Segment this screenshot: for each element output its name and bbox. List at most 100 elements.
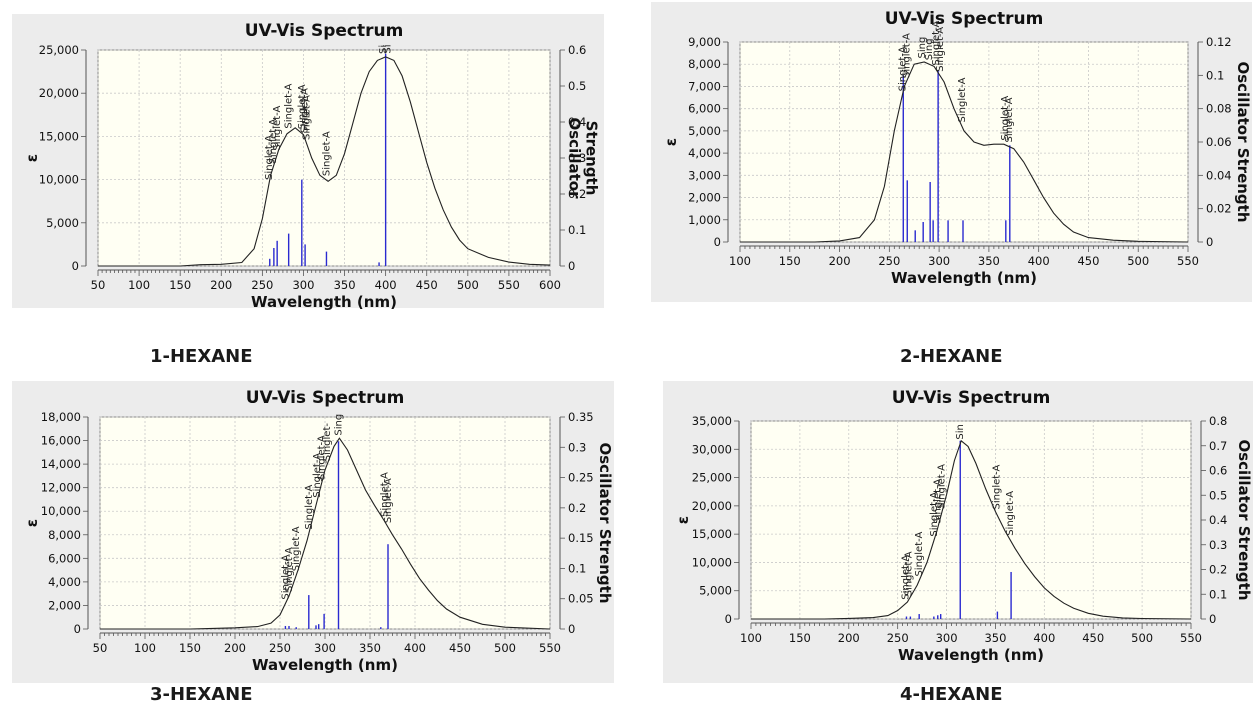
panel-caption-2: 2-HEXANE [900,346,1003,367]
y2-tick-label: 0.15 [568,531,594,545]
y2-tick-label: 0 [568,622,575,636]
x-tick-label: 550 [1177,254,1199,268]
y2-axis-label: Oscillator Strength [1235,439,1253,600]
x-tick-label: 250 [251,278,273,292]
y-tick-label: 8,000 [688,57,721,71]
y2-axis-label: Strength [583,121,601,196]
y-tick-label: 5,000 [46,216,79,230]
y-tick-label: 2,000 [48,598,81,612]
stick-label: Sing [924,38,935,60]
x-tick-label: 200 [838,631,860,645]
x-tick-label: 550 [498,278,520,292]
stick-label: Singlet-A [268,118,279,163]
chart-title: UV-Vis Spectrum [246,388,405,408]
x-tick-label: 500 [457,278,479,292]
y2-tick-label: 0.25 [568,471,594,485]
x-tick-label: 300 [936,631,958,645]
x-tick-label: 350 [334,278,356,292]
x-tick-label: 150 [169,278,191,292]
y2-tick-label: 0.5 [1209,488,1227,502]
y2-tick-label: 0.4 [1209,513,1227,527]
chart-title: UV-Vis Spectrum [892,388,1051,408]
stick-label: Singlet-A [297,84,308,129]
stick-label: Sing [334,414,345,436]
stick-label: Singlet-A [1000,96,1011,141]
x-axis-label: Wavelength (nm) [251,293,397,311]
spectrum-chart-2: UV-Vis Spectrum 100 150 200 250 300 350 400 450 5… [662,9,1252,287]
stick-label: Singlet-A [280,555,291,600]
y2-tick-label: 0.2 [568,187,586,201]
stick-label: Singlet-A [929,492,940,537]
x-tick-label: 350 [984,631,1006,645]
stick-label: Singlet-A [302,95,313,140]
y-tick-label: 35,000 [692,414,732,428]
plot-area [750,420,1192,620]
y2-tick-label: 0.06 [1206,135,1232,149]
y2-tick-label: 0.6 [568,43,586,57]
stick-label: Singlet-A [933,479,944,524]
y2-tick-label: 0.3 [568,440,586,454]
y-tick-label: 6,000 [688,102,721,116]
stick-label: Singlet-A [284,547,295,592]
spectrum-chart-1: UV-Vis Spectrum 50 100 150 200 250 300 350 400 45… [23,21,601,311]
y2-tick-label: 0 [1209,612,1216,626]
y-tick-label: 5,000 [699,584,732,598]
stick-label: Singlet-A [321,131,332,176]
stick-label: Singlet-A [264,135,275,180]
chart-title: UV-Vis Spectrum [245,21,404,41]
stick-label: Singlet-A [312,453,323,498]
stick-label: Singlet-A [383,478,394,523]
stick-label: Singlet-A [1005,491,1016,536]
y2-tick-label: 0 [1206,235,1213,249]
x-tick-label: 300 [314,641,336,655]
spectrum-panel-4: UV-Vis Spectrum 100 150 200 250 300 350 400 450 5… [663,381,1253,683]
y-tick-label: 4,000 [688,146,721,160]
y-tick-label: 1,000 [688,213,721,227]
stick-label: Singlet-A [935,27,946,72]
y2-tick-label: 0.35 [568,410,594,424]
stick-label: Singlet-A [272,105,283,150]
spectrum-panel-1: UV-Vis Spectrum 50 100 150 200 250 300 350 400 45… [12,14,604,311]
y-tick-label: 0 [74,622,81,636]
spectrum-chart-4: UV-Vis Spectrum 100 150 200 250 300 350 400 450 5… [674,388,1253,664]
stick-label: Si [382,44,393,53]
y2-tick-label: 0.1 [568,223,586,237]
x-tick-label: 400 [404,641,426,655]
x-tick-label: 150 [779,254,801,268]
plot-area [739,41,1189,243]
y-tick-label: 25,000 [692,471,732,485]
y2-tick-label: 0.02 [1206,202,1232,216]
y2-tick-label: 0.08 [1206,102,1232,116]
stick-label: Singlet-A [284,84,295,129]
y2-tick-label: 0.5 [568,79,586,93]
x-tick-label: 250 [878,254,900,268]
y2-tick-label: 0.1 [1206,68,1224,82]
y2-axis-label: Oscillator Strength [1234,61,1252,222]
stick-label: Singlet-A [379,472,390,517]
y-tick-label: 30,000 [692,442,732,456]
y-axis-label: ε [674,516,692,524]
x-tick-label: 500 [1127,254,1149,268]
stick-label: Singlet-A [931,21,942,66]
y-tick-label: 18,000 [41,410,81,424]
x-tick-label: 450 [1082,631,1104,645]
y-tick-label: 4,000 [48,575,81,589]
stick-label: Sing [917,37,928,59]
x-tick-label: 200 [210,278,232,292]
x-tick-label: 300 [928,254,950,268]
y-tick-label: 0 [72,259,79,273]
panel-caption-1: 1-HEXANE [150,346,253,367]
stick-label: Singlet-A [900,555,911,600]
y-tick-label: 8,000 [48,528,81,542]
chart-title: UV-Vis Spectrum [885,9,1044,29]
plot-area [97,49,551,267]
y-tick-label: 5,000 [688,124,721,138]
y-tick-label: 25,000 [39,43,79,57]
stick-label: Singlet-A [299,88,310,133]
y-tick-label: 3,000 [688,168,721,182]
stick-label: Singlet-A [1004,97,1015,142]
x-tick-label: 200 [224,641,246,655]
x-tick-label: 550 [1180,631,1202,645]
x-tick-label: 100 [729,254,751,268]
stick-label: Singlet-A [901,33,912,78]
